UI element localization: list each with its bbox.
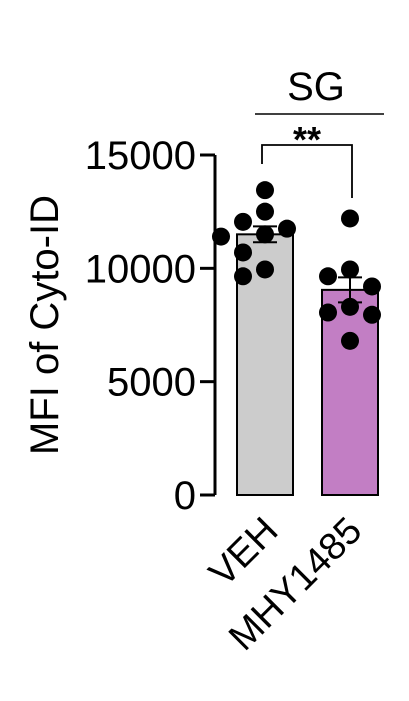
data-point-mhy1485 [341, 209, 359, 228]
y-ticks: 0 5000 10000 15000 [85, 134, 215, 518]
data-point-mhy1485 [341, 331, 359, 350]
y-tick-label: 0 [174, 474, 196, 518]
group-label: SG [287, 65, 345, 109]
y-axis-label: MFI of Cyto-ID [23, 195, 67, 455]
y-tick-label: 15000 [85, 134, 196, 178]
y-tick-label: 5000 [107, 361, 196, 405]
data-point-veh [278, 219, 296, 238]
bar-mhy1485 [321, 288, 379, 496]
data-point-mhy1485 [341, 297, 359, 316]
data-point-mhy1485 [319, 267, 337, 286]
data-point-mhy1485 [363, 277, 381, 296]
y-tick-label: 10000 [85, 247, 196, 291]
data-point-veh [256, 202, 274, 221]
significance-label: ** [293, 119, 321, 160]
data-points [212, 181, 381, 350]
data-point-mhy1485 [319, 303, 337, 322]
data-point-veh [234, 212, 252, 231]
data-point-mhy1485 [363, 305, 381, 324]
data-point-veh [234, 267, 252, 286]
data-point-veh [256, 260, 274, 279]
data-point-veh [256, 181, 274, 200]
data-point-veh [234, 243, 252, 262]
data-point-mhy1485 [341, 260, 359, 279]
significance-bracket [261, 144, 353, 198]
data-point-veh [256, 225, 274, 244]
